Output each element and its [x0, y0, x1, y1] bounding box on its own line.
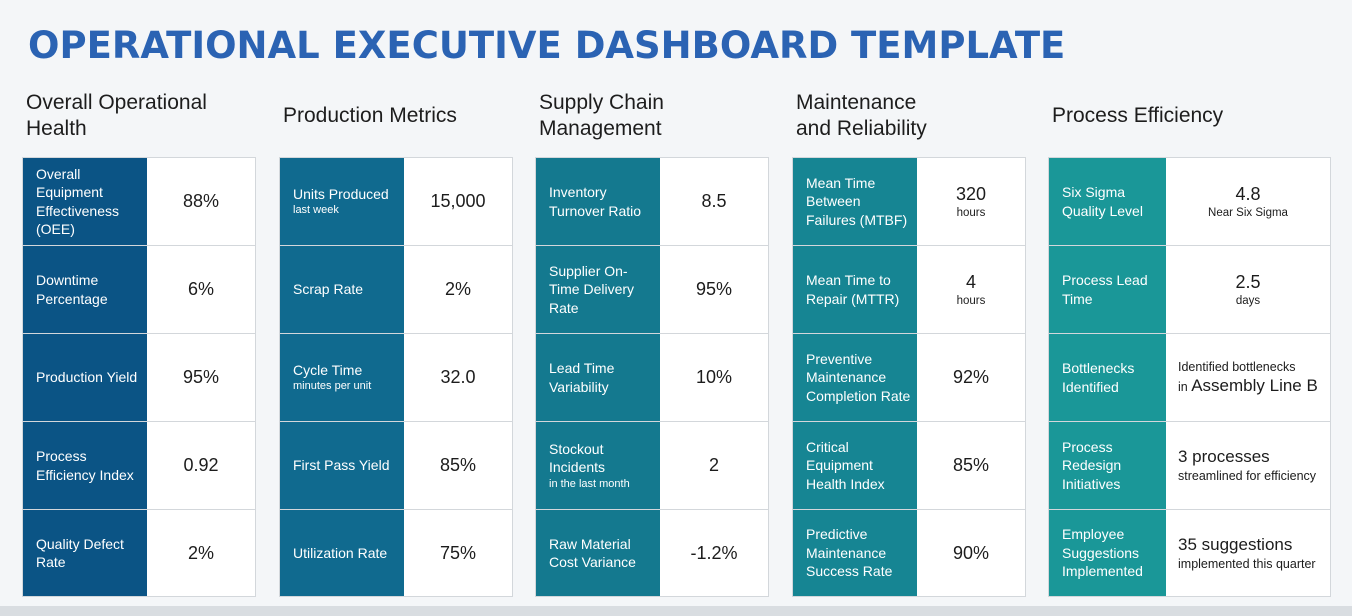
metric-row: Cycle Time minutes per unit 32.0: [280, 334, 512, 422]
metrics-table: Mean Time Between Failures (MTBF) 320 hou…: [792, 157, 1026, 597]
metric-label: First Pass Yield: [280, 422, 404, 509]
metric-value: 10%: [695, 367, 733, 387]
metric-value: 15,000: [430, 191, 486, 211]
metric-row: Supplier On-Time Delivery Rate 95%: [536, 246, 768, 334]
metric-value: 88%: [182, 191, 220, 211]
metric-value: 6%: [187, 279, 214, 299]
metric-label: Cycle Time minutes per unit: [280, 334, 404, 421]
metrics-table: Overall Equipment Effectiveness (OEE) 88…: [22, 157, 256, 597]
section-production-metrics: Production Metrics Units Produced last we…: [279, 86, 513, 597]
metric-value: 35 suggestions implemented this quarter: [1178, 534, 1316, 571]
metric-label: Quality Defect Rate: [23, 510, 147, 596]
metric-value: 3 processes streamlined for efficiency: [1178, 447, 1317, 483]
metric-label: Bottlenecks Identified: [1049, 334, 1166, 421]
metric-row: Production Yield 95%: [23, 334, 255, 422]
metric-value: 2: [708, 455, 719, 475]
metric-label: Lead Time Variability: [536, 334, 660, 421]
metric-row: Mean Time Between Failures (MTBF) 320 hou…: [793, 158, 1025, 246]
metric-row: Predictive Maintenance Success Rate 90%: [793, 510, 1025, 596]
metric-row: Process Efficiency Index 0.92: [23, 422, 255, 510]
metric-row: Preventive Maintenance Completion Rate 9…: [793, 334, 1025, 422]
metric-label: Process Efficiency Index: [23, 422, 147, 509]
section-title: Maintenance and Reliability: [796, 91, 927, 140]
metric-value: 4.8 Near Six Sigma: [1208, 184, 1288, 219]
metric-value: 320 hours: [955, 184, 987, 219]
section-title: Process Efficiency: [1052, 104, 1224, 127]
metric-row: First Pass Yield 85%: [280, 422, 512, 510]
metric-row: Process Lead Time 2.5 days: [1049, 246, 1330, 334]
metric-value: 2%: [187, 542, 214, 563]
metrics-table: Units Produced last week 15,000 Scrap Rat…: [279, 157, 513, 597]
metric-row: Stockout Incidents in the last month 2: [536, 422, 768, 510]
metric-value: 75%: [439, 542, 477, 563]
metric-label: Stockout Incidents in the last month: [536, 422, 660, 509]
metric-label: Employee Suggestions Implemented: [1049, 510, 1166, 596]
metric-label: Production Yield: [23, 334, 147, 421]
metrics-table: Inventory Turnover Ratio 8.5 Supplier On…: [535, 157, 769, 597]
metric-row: Utilization Rate 75%: [280, 510, 512, 596]
metric-value: 2.5 days: [1235, 272, 1261, 307]
metric-label: Critical Equipment Health Index: [793, 422, 917, 509]
metric-value: 8.5: [701, 191, 727, 211]
metric-value: 85%: [439, 455, 477, 475]
metric-value: Identified bottlenecks in Assembly Line …: [1178, 360, 1318, 395]
section-overall-operational-health: Overall Operational Health Overall Equip…: [22, 86, 256, 597]
metric-value: -1.2%: [690, 542, 738, 563]
metric-value: 92%: [952, 367, 990, 387]
metric-label: Mean Time to Repair (MTTR): [793, 246, 917, 333]
section-title: Supply Chain Management: [539, 91, 664, 140]
section-process-efficiency: Process Efficiency Six Sigma Quality Lev…: [1048, 86, 1331, 597]
metric-value: 2%: [444, 279, 471, 299]
metric-label: Downtime Percentage: [23, 246, 147, 333]
metric-row: Overall Equipment Effectiveness (OEE) 88…: [23, 158, 255, 246]
metric-label: Process Lead Time: [1049, 246, 1166, 333]
metric-row: Raw Material Cost Variance -1.2%: [536, 510, 768, 596]
metric-label: Overall Equipment Effectiveness (OEE): [23, 158, 147, 245]
metric-label: Utilization Rate: [280, 510, 404, 596]
page-title: OPERATIONAL EXECUTIVE DASHBOARD TEMPLATE: [28, 24, 1066, 67]
metric-label: Six Sigma Quality Level: [1049, 158, 1166, 245]
metric-label: Preventive Maintenance Completion Rate: [793, 334, 917, 421]
metric-label: Units Produced last week: [280, 158, 404, 245]
metric-value: 85%: [952, 455, 990, 475]
section-maintenance-and-reliability: Maintenance and Reliability Mean Time Be…: [792, 86, 1026, 597]
metric-row: Scrap Rate 2%: [280, 246, 512, 334]
metric-row: Inventory Turnover Ratio 8.5: [536, 158, 768, 246]
section-supply-chain-management: Supply Chain Management Inventory Turnov…: [535, 86, 769, 597]
metric-label: Mean Time Between Failures (MTBF): [793, 158, 917, 245]
metric-row: Bottlenecks Identified Identified bottle…: [1049, 334, 1330, 422]
metric-value: 0.92: [183, 455, 219, 475]
metric-row: Quality Defect Rate 2%: [23, 510, 255, 596]
metric-row: Lead Time Variability 10%: [536, 334, 768, 422]
metric-value: 95%: [695, 279, 733, 299]
metric-row: Mean Time to Repair (MTTR) 4 hours: [793, 246, 1025, 334]
bottom-border: [0, 606, 1352, 616]
metric-label: Scrap Rate: [280, 246, 404, 333]
metric-label: Inventory Turnover Ratio: [536, 158, 660, 245]
metric-value: 95%: [182, 367, 220, 387]
metric-row: Process Redesign Initiatives 3 processes…: [1049, 422, 1330, 510]
metric-label: Raw Material Cost Variance: [536, 510, 660, 596]
metric-value: 4 hours: [956, 272, 986, 307]
metric-row: Employee Suggestions Implemented 35 sugg…: [1049, 510, 1330, 596]
metric-value: 32.0: [440, 367, 476, 387]
metric-row: Critical Equipment Health Index 85%: [793, 422, 1025, 510]
metric-row: Units Produced last week 15,000: [280, 158, 512, 246]
section-title: Overall Operational Health: [26, 91, 207, 140]
metric-row: Downtime Percentage 6%: [23, 246, 255, 334]
metric-value: 90%: [952, 542, 990, 563]
metric-row: Six Sigma Quality Level 4.8 Near Six Sigm…: [1049, 158, 1330, 246]
metrics-table: Six Sigma Quality Level 4.8 Near Six Sigm…: [1048, 157, 1331, 597]
section-title: Production Metrics: [283, 104, 457, 127]
metric-label: Supplier On-Time Delivery Rate: [536, 246, 660, 333]
metric-label: Process Redesign Initiatives: [1049, 422, 1166, 509]
metric-label: Predictive Maintenance Success Rate: [793, 510, 917, 596]
